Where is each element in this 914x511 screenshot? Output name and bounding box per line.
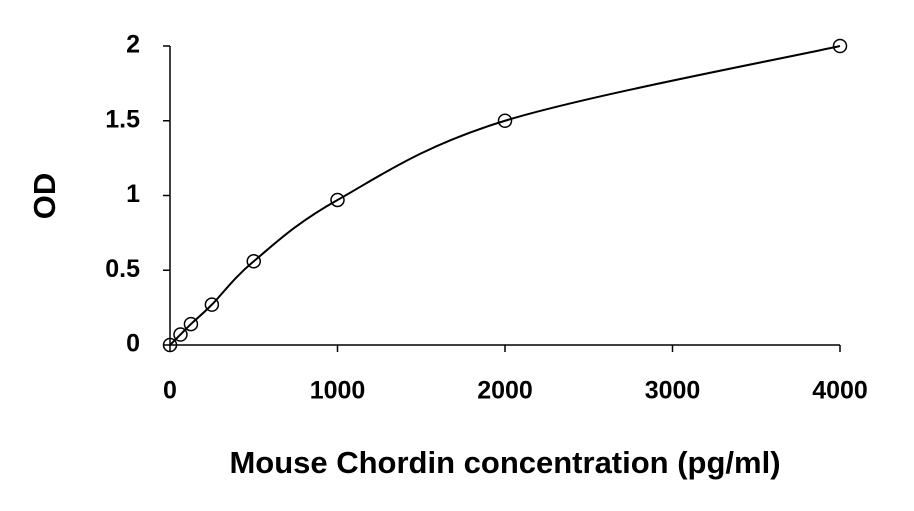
data-point xyxy=(497,113,513,128)
data-point xyxy=(183,316,199,332)
data-point xyxy=(330,192,345,208)
y-axis-title: OD xyxy=(27,173,62,220)
data-point xyxy=(162,337,178,353)
y-tick-label: 0.5 xyxy=(105,255,140,283)
x-tick-label: 0 xyxy=(163,377,177,405)
data-point xyxy=(204,297,220,312)
x-axis-title: Mouse Chordin concentration (pg/ml) xyxy=(229,445,780,480)
x-tick-label: 2000 xyxy=(477,377,533,405)
data-point xyxy=(173,327,188,342)
y-tick-label: 1 xyxy=(126,180,140,208)
fit-curve xyxy=(169,45,841,346)
y-tick-label: 2 xyxy=(126,31,140,59)
y-tick-label: 1.5 xyxy=(105,105,140,133)
x-tick-label: 3000 xyxy=(645,377,701,405)
data-point xyxy=(246,254,261,269)
x-tick-label: 1000 xyxy=(310,377,366,405)
data-point xyxy=(832,38,848,54)
x-tick-label: 4000 xyxy=(812,377,868,405)
y-tick-label: 0 xyxy=(126,330,140,358)
